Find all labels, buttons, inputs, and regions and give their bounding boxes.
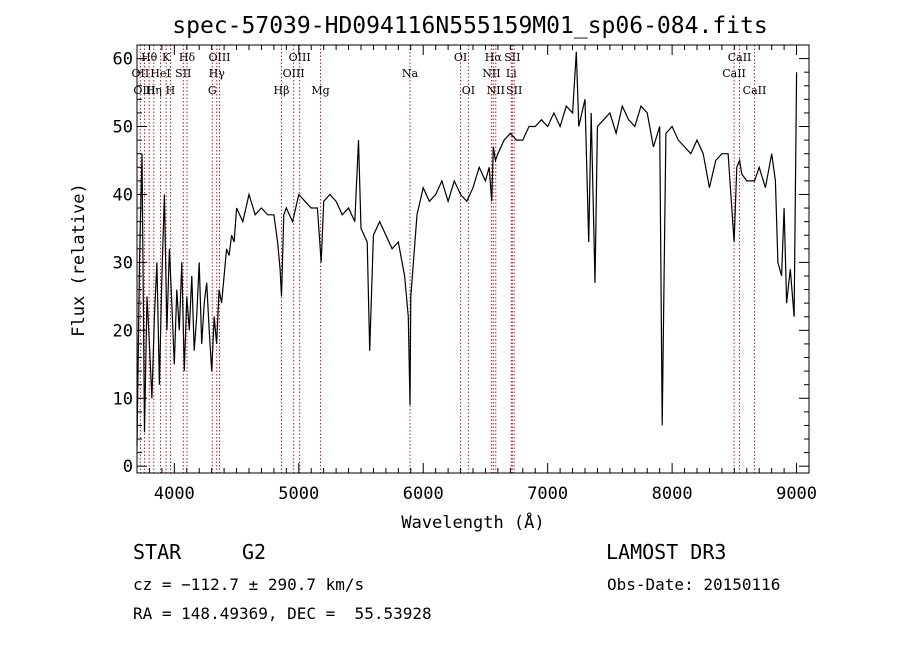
spectral-line-label: OIII (208, 51, 230, 64)
spectral-line-labels: OIIHθOIIIHηHeIKHSIIHδGHγOIIIHβOIIIOIIIMg… (132, 51, 767, 97)
spectral-line-label: OI (454, 51, 467, 64)
spectral-line-label: NII (487, 84, 505, 97)
plot-frame (136, 44, 810, 474)
y-tick-label: 50 (113, 118, 133, 138)
y-tick-label: 30 (113, 253, 133, 273)
coordinates: RA = 148.49369, DEC = 55.53928 (133, 604, 432, 623)
y-tick-label: 20 (113, 321, 133, 341)
x-tick-label: 7000 (527, 484, 568, 504)
x-tick-label: 6000 (403, 484, 444, 504)
spectral-line-label: OI (462, 84, 475, 97)
spectrum-line (136, 51, 798, 446)
y-tick-label: 40 (113, 185, 133, 205)
chart-title: spec-57039-HD094116N555159M01_sp06-084.f… (172, 13, 767, 39)
y-axis-ticks: 0 10 20 30 40 50 60 (113, 50, 809, 477)
y-axis-label: Flux (relative) (69, 183, 89, 337)
survey-name: LAMOST DR3 (606, 540, 727, 564)
spectral-line-label: H (166, 84, 176, 97)
spectral-line-label: NII (482, 67, 500, 80)
redshift-readout: cz = −112.7 ± 290.7 km/s (133, 575, 365, 594)
x-axis-ticks: 4000 5000 6000 7000 8000 9000 (136, 45, 817, 504)
y-tick-label: 60 (113, 50, 133, 70)
spectral-line-label: Na (402, 67, 419, 80)
spectral-line-label: CaII (743, 84, 767, 97)
spectral-line-label: OII (132, 67, 150, 80)
spectral-line-label: OIII (133, 84, 155, 97)
object-class: STAR (133, 540, 182, 564)
spectral-line-label: Hθ (141, 51, 158, 64)
spectral-line-label: Hγ (209, 67, 226, 80)
y-tick-label: 0 (123, 457, 133, 477)
spectral-line-label: CaII (728, 51, 752, 64)
spectral-line-label: SII (504, 51, 520, 64)
spectral-line-label: K (162, 51, 171, 64)
spectral-line-label: OIII (289, 51, 311, 64)
observation-date: Obs-Date: 20150116 (607, 575, 781, 594)
spectral-line-label: Mg (311, 84, 329, 97)
spectral-line-label: OIII (283, 67, 305, 80)
spectral-line-label: Hδ (179, 51, 196, 64)
x-tick-label: 4000 (154, 484, 195, 504)
x-tick-label: 8000 (652, 484, 693, 504)
y-tick-label: 10 (113, 389, 133, 409)
spectral-line-label: SII (175, 67, 191, 80)
spectral-line-label: G (208, 84, 217, 97)
spectral-line-label: Hα (485, 51, 503, 64)
spectral-line-label: HeI (150, 67, 170, 80)
spectral-line-label: Li (506, 67, 517, 80)
spectral-line-label: Hβ (274, 84, 290, 97)
spectral-line-label: SII (506, 84, 522, 97)
x-tick-label: 9000 (776, 484, 817, 504)
spectral-line-label: Hη (146, 84, 162, 97)
spectral-line-label: CaII (722, 67, 746, 80)
x-axis-label: Wavelength (Å) (401, 511, 544, 533)
spectral-subclass: G2 (242, 540, 267, 564)
x-tick-label: 5000 (278, 484, 319, 504)
